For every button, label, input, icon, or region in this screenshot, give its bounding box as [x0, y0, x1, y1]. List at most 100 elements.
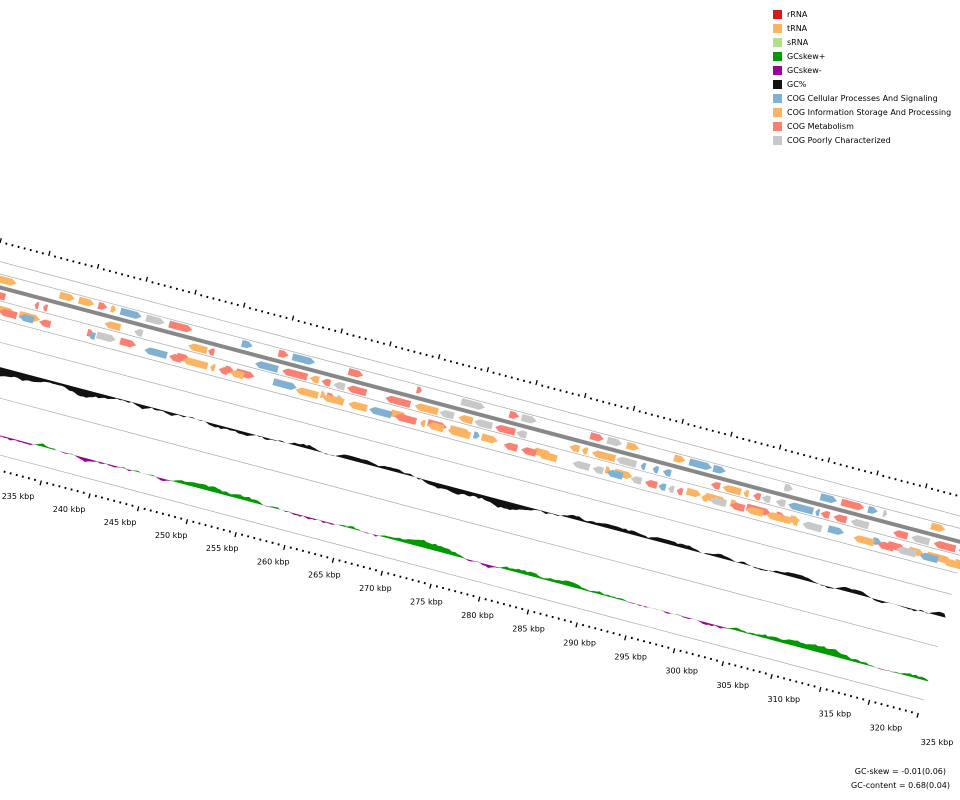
tick	[492, 371, 495, 374]
gene-arrow	[119, 337, 137, 348]
tick	[356, 564, 359, 567]
gene-arrow	[240, 339, 253, 349]
tick	[15, 473, 18, 477]
gene-arrow	[581, 447, 589, 455]
tick	[64, 486, 67, 490]
tick	[715, 659, 719, 662]
legend-swatch	[773, 10, 782, 19]
tick	[740, 665, 743, 669]
tick	[320, 554, 323, 557]
tick	[21, 475, 24, 478]
tick	[650, 413, 653, 416]
tick	[906, 481, 909, 484]
tick	[693, 424, 696, 428]
tick	[736, 436, 739, 439]
tick	[839, 463, 842, 466]
tick	[758, 670, 761, 674]
gene-arrow	[819, 493, 837, 504]
tick	[813, 685, 816, 688]
tick	[3, 470, 6, 473]
tick	[644, 411, 647, 415]
track-line	[0, 296, 960, 557]
tick	[234, 531, 237, 538]
scale-label: 265 kbp	[308, 571, 341, 580]
tick	[600, 628, 603, 632]
tick	[194, 289, 197, 295]
gene-arrow	[606, 436, 623, 447]
tick	[157, 282, 160, 286]
tick	[681, 418, 684, 424]
legend: rRNA tRNA sRNA GCskew+ GCskew- GC% COG Cellula…	[773, 10, 951, 145]
tick	[656, 415, 660, 418]
gene-arrow	[347, 385, 368, 397]
gene-arrow	[827, 525, 844, 535]
tick	[242, 302, 246, 308]
tick	[728, 662, 731, 666]
tick	[163, 284, 166, 287]
tick	[845, 465, 848, 468]
scale-label: 255 kbp	[206, 544, 239, 553]
gc-skew-positive	[0, 422, 929, 682]
tick	[370, 339, 373, 342]
gene-arrow	[688, 458, 712, 470]
gene-arrow	[685, 487, 702, 498]
tick	[862, 698, 865, 701]
gene-arrow	[321, 378, 332, 387]
map-tracks	[0, 238, 960, 718]
gene-arrow	[104, 321, 122, 332]
tick	[602, 400, 605, 403]
gene-arrow	[210, 364, 216, 372]
tick	[210, 525, 213, 528]
tick	[630, 636, 633, 640]
tick	[912, 482, 915, 486]
gene-arrow	[668, 485, 675, 494]
tick	[849, 694, 853, 698]
tick	[764, 672, 767, 675]
gene-arrow	[589, 432, 604, 442]
tick	[669, 418, 672, 421]
tick	[133, 276, 136, 279]
gene-arrow	[19, 314, 35, 324]
tick	[136, 506, 140, 512]
tick	[437, 354, 441, 360]
tick	[364, 337, 367, 341]
gene-arrow	[427, 422, 445, 433]
gene-arrow	[255, 361, 279, 373]
tick	[672, 648, 676, 654]
tick	[100, 496, 104, 499]
tick	[851, 466, 854, 470]
gene-arrow	[58, 291, 75, 302]
tick	[900, 479, 903, 483]
tick	[407, 348, 410, 352]
tick	[553, 387, 556, 391]
scale-label: 290 kbp	[563, 639, 596, 648]
tick	[331, 557, 335, 563]
tick	[447, 588, 451, 591]
tick	[874, 701, 877, 704]
tick	[393, 573, 396, 577]
gene-arrow	[911, 535, 931, 546]
tick	[206, 295, 209, 299]
scale-label: 275 kbp	[410, 597, 443, 606]
tick	[894, 478, 897, 481]
gene-arrow	[439, 410, 455, 420]
tick	[563, 619, 566, 622]
gene-arrow	[503, 442, 519, 452]
tick	[48, 250, 51, 257]
tick	[888, 476, 891, 479]
scale-label: 310 kbp	[768, 695, 801, 704]
gene-arrow	[347, 368, 364, 378]
tick	[667, 646, 670, 649]
tick	[776, 675, 780, 678]
tick	[399, 575, 402, 578]
scale-labels: 235 kbp 240 kbp 245 kbp 250 kbp 255 kbp 260 k…	[2, 492, 954, 747]
tick	[78, 261, 81, 265]
tick	[898, 707, 901, 711]
legend-swatch	[773, 136, 782, 145]
tick	[730, 431, 733, 437]
gene-arrow	[208, 348, 216, 356]
tick	[27, 477, 31, 480]
tick	[119, 501, 122, 504]
tick	[661, 644, 664, 648]
tick	[429, 583, 432, 589]
